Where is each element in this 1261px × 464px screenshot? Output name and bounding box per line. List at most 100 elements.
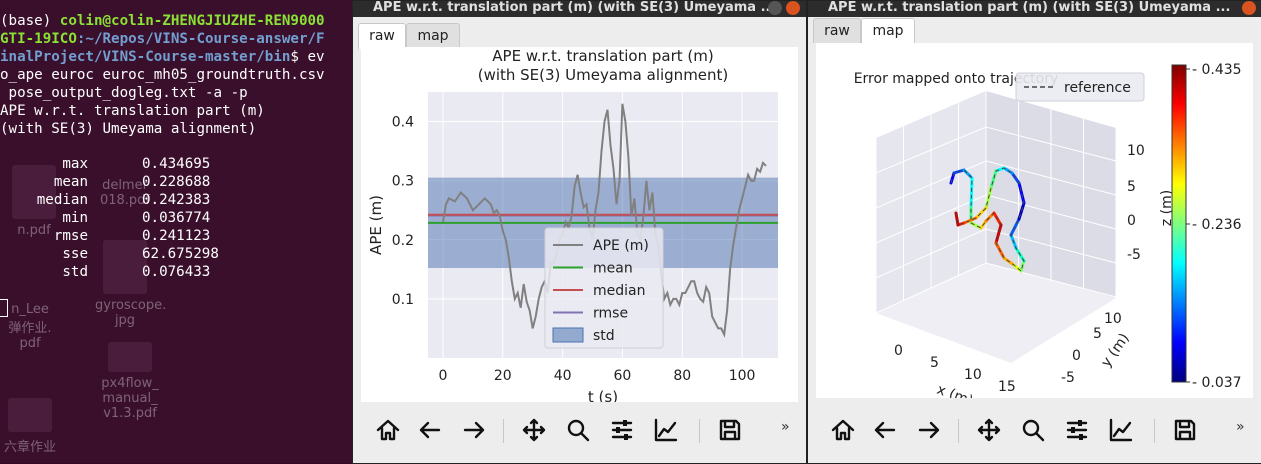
map-title: Error mapped onto trajectory: [854, 71, 1059, 87]
pane-floor: [876, 263, 1116, 363]
home-icon[interactable]: [830, 417, 856, 443]
back-arrow-icon[interactable]: [872, 417, 898, 443]
desktop-icon-label: jpg: [114, 313, 136, 328]
zoom-icon[interactable]: [1020, 417, 1046, 443]
terminal-command-line: pose_output_dogleg.txt -a -p: [0, 85, 248, 101]
tab-raw[interactable]: raw: [813, 18, 861, 43]
legend-box: [544, 227, 664, 349]
tab-map[interactable]: map: [406, 23, 460, 48]
window-title: APE w.r.t. translation part (m) (with SE…: [373, 1, 776, 15]
back-arrow-icon[interactable]: [417, 417, 443, 443]
stat-key: max: [62, 156, 88, 172]
stat-value: 62.675298: [142, 246, 219, 262]
desktop-icon-label: delmer: [102, 178, 148, 193]
home-icon[interactable]: [375, 417, 401, 443]
stat-row: max 0.434695: [0, 156, 210, 172]
stat-key: std: [62, 264, 88, 280]
figure-canvas[interactable]: Error mapped onto trajectory reference -5 0…: [816, 43, 1253, 410]
z-tick-label: 5: [1127, 179, 1136, 195]
stat-value: 0.228688: [142, 174, 211, 190]
y-axis-label: APE (m): [367, 195, 385, 255]
legend-label: rmse: [593, 306, 628, 322]
stat-row: std 0.076433: [0, 264, 210, 280]
matplotlib-toolbar: »: [816, 405, 1253, 453]
desktop-icon-pdf-1: n.pdf: [4, 165, 64, 238]
x-tick-label: 15: [998, 379, 1016, 395]
y-tick-label: 0.1: [392, 292, 414, 308]
plot-window-map[interactable]: APE w.r.t. translation part (m) (with SE…: [807, 0, 1261, 464]
x-tick-label: 0: [438, 368, 447, 384]
stat-row: median 0.242383: [0, 192, 211, 208]
terminal-output-line: APE w.r.t. translation part (m): [0, 103, 265, 119]
y-tick-label: 0.2: [392, 233, 414, 249]
pan-icon[interactable]: [521, 417, 547, 443]
x-tick-label: 20: [494, 368, 512, 384]
x-tick-label: 40: [554, 368, 572, 384]
forward-arrow-icon[interactable]: [461, 417, 487, 443]
edit-axis-icon[interactable]: [653, 417, 679, 443]
matplotlib-toolbar: »: [361, 405, 798, 453]
y-tick-label: 0.3: [392, 174, 414, 190]
desktop-icon-lee: n_Lee 弹作业. pdf: [0, 302, 60, 351]
map-legend-box: [1015, 72, 1145, 102]
z-axis-label: z (m): [1159, 190, 1175, 226]
save-icon[interactable]: [717, 417, 743, 443]
stat-row: rmse 0.241123: [0, 228, 211, 244]
figure-canvas[interactable]: 0 20 40 60 80 100 0.1 0.2 0.3 0.4 APE w.r.t. trans…: [361, 47, 798, 406]
configure-subplots-icon[interactable]: [1064, 417, 1090, 443]
pan-icon[interactable]: [976, 417, 1002, 443]
pane-grid: [985, 194, 1117, 230]
reference-line: [950, 167, 1025, 272]
prompt-command: $ ev: [290, 49, 325, 65]
legend-swatch: [552, 327, 584, 343]
stat-row: min 0.036774: [0, 210, 210, 226]
desktop-icon-label: n_Lee: [11, 302, 49, 317]
pane-grid: [875, 262, 987, 314]
desktop-icon-px4flow: px4flow_ manual_ v1.3.pdf: [100, 342, 160, 421]
stat-key: min: [62, 210, 88, 226]
terminal-prompt-line-2: GTI-19ICO:~/Repos/VINS-Course-answer/F: [0, 30, 325, 48]
trajectory-segment: [1017, 181, 1026, 205]
tab-raw[interactable]: raw: [358, 23, 406, 49]
desktop-icon-gyroscope: gyroscope. jpg: [95, 240, 166, 328]
toolbar-separator: [1154, 419, 1155, 443]
desktop-icon-label: manual_: [102, 391, 158, 406]
legend-label: mean: [593, 261, 633, 277]
toolbar-overflow-button[interactable]: »: [1236, 419, 1245, 435]
window-titlebar[interactable]: APE w.r.t. translation part (m) (with SE…: [808, 1, 1261, 17]
desktop-icon-label: 018.pdf: [99, 193, 151, 208]
edit-axis-icon[interactable]: [1108, 417, 1134, 443]
window-title: APE w.r.t. translation part (m) (with SE…: [828, 1, 1231, 15]
close-button[interactable]: [786, 1, 800, 15]
prompt-host: GTI-19ICO: [0, 31, 77, 47]
y-tick-label: 5: [1093, 326, 1102, 342]
stat-row: mean 0.228688: [0, 174, 211, 190]
prompt-user: colin@colin-ZHENGJIUZHE-REN9000: [59, 13, 325, 29]
x-tick-label: 100: [729, 368, 756, 384]
tab-map[interactable]: map: [861, 18, 915, 44]
terminal-output-line: (with SE(3) Umeyama alignment): [0, 121, 257, 137]
stat-value: 0.242383: [142, 192, 211, 208]
plot-window-raw[interactable]: APE w.r.t. translation part (m) (with SE…: [352, 0, 807, 464]
pane-grid: [875, 228, 987, 279]
close-button[interactable]: [1242, 1, 1256, 15]
x-tick-label: 0: [894, 343, 903, 359]
forward-arrow-icon[interactable]: [916, 417, 942, 443]
toolbar-separator: [699, 419, 700, 443]
z-tick-label: 0: [1127, 213, 1136, 229]
legend-label: median: [593, 283, 645, 299]
toolbar-separator: [503, 419, 504, 443]
legend-label: std: [593, 328, 615, 344]
desktop-icon-homework: 六章作业: [0, 398, 60, 455]
zoom-icon[interactable]: [565, 417, 591, 443]
minimize-button[interactable]: [768, 1, 782, 15]
configure-subplots-icon[interactable]: [609, 417, 635, 443]
tab-bar: raw map: [813, 18, 963, 44]
window-titlebar[interactable]: APE w.r.t. translation part (m) (with SE…: [353, 1, 806, 17]
terminal-window[interactable]: n.pdf delmer 018.pdf gyroscope. jpg n_Lee 弹…: [0, 0, 352, 463]
toolbar-overflow-button[interactable]: »: [781, 419, 790, 435]
terminal-command-line: o_ape euroc euroc_mh05_groundtruth.csv: [0, 67, 325, 83]
save-icon[interactable]: [1172, 417, 1198, 443]
y-tick-label: 0.4: [392, 115, 414, 131]
conda-env: (base): [0, 13, 60, 29]
